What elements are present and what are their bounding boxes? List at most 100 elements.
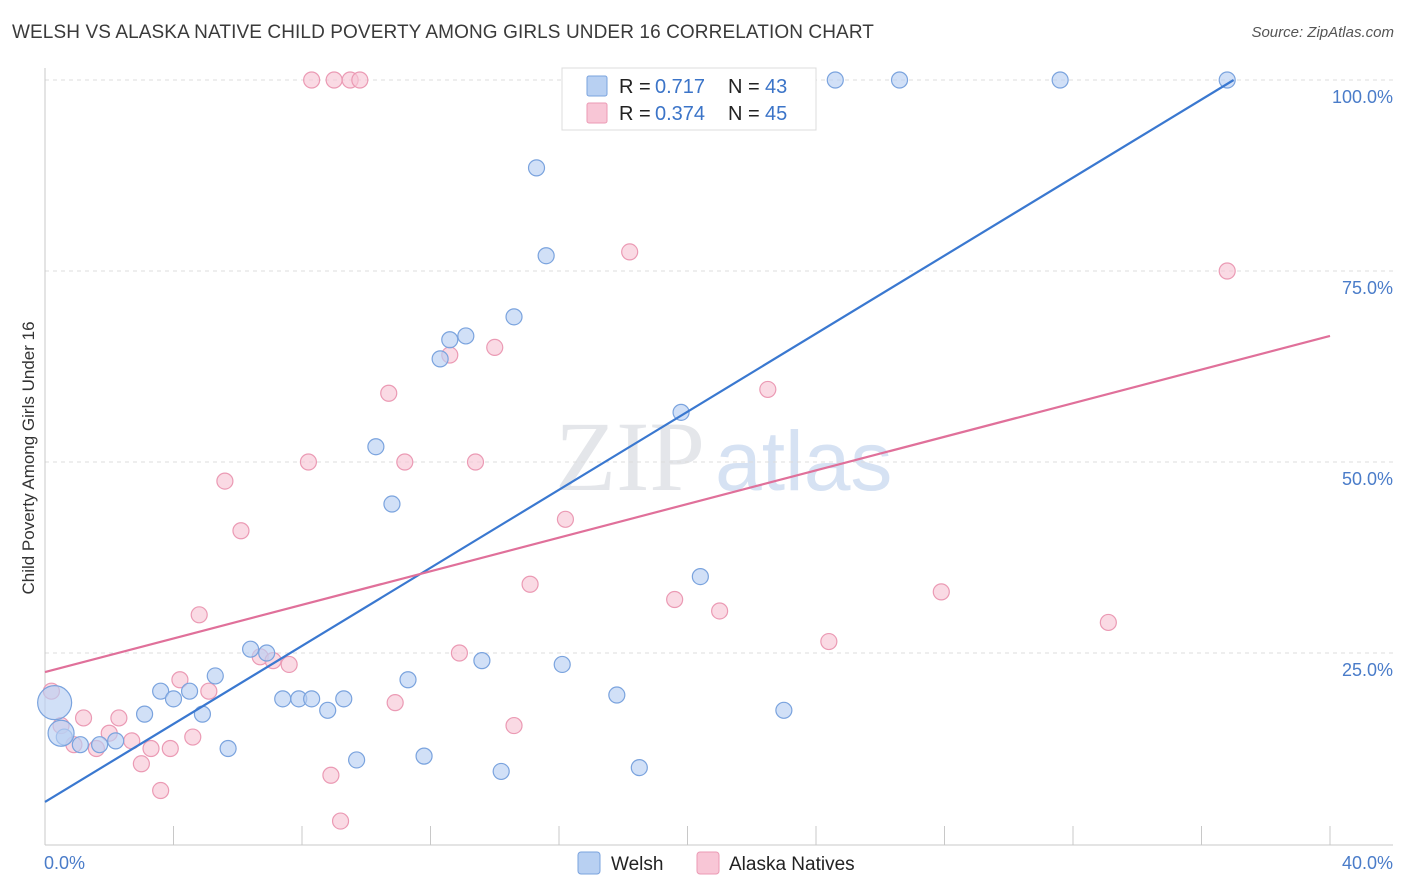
- legend-swatch-welsh: [586, 75, 608, 97]
- welsh-point-40: [1051, 71, 1069, 89]
- alaska-point-40: [711, 602, 729, 620]
- welsh-point-32: [553, 655, 571, 674]
- welsh-point-10: [206, 667, 224, 685]
- alaska-point-13: [184, 728, 202, 746]
- alaska-point-43: [932, 583, 950, 601]
- welsh-point-6: [152, 682, 170, 700]
- welsh-point-42: [47, 719, 75, 747]
- alaska-point-17: [232, 522, 250, 540]
- welsh-point-13: [258, 644, 276, 662]
- welsh-point-7: [164, 690, 183, 708]
- welsh-trend-line: [44, 79, 1235, 803]
- alaska-point-35: [505, 716, 523, 735]
- y-tick-labels: 25.0% 50.0% 75.0% 100.0%: [1332, 87, 1393, 680]
- legend-alaska-n-label: N =: [728, 103, 760, 125]
- welsh-point-8: [180, 682, 199, 700]
- welsh-point-22: [399, 671, 417, 689]
- welsh-point-0: [37, 685, 73, 721]
- welsh-point-34: [630, 758, 648, 777]
- y-tick-label-50: 50.0%: [1342, 469, 1393, 489]
- alaska-point-42: [820, 632, 838, 651]
- welsh-point-23: [415, 747, 433, 765]
- y-axis-label: Child Poverty Among Girls Under 16: [19, 321, 38, 594]
- alaska-point-34: [486, 338, 504, 356]
- welsh-point-16: [303, 690, 321, 708]
- alaska-point-27: [351, 71, 369, 89]
- welsh-point-12: [242, 640, 260, 658]
- alaska-point-29: [386, 694, 404, 712]
- welsh-point-26: [457, 327, 475, 345]
- legend-swatch-alaska: [586, 102, 608, 124]
- welsh-point-39: [890, 71, 909, 89]
- welsh-point-17: [319, 701, 337, 719]
- bottom-legend-swatch-alaska: [696, 851, 720, 875]
- alaska-point-14: [190, 606, 208, 624]
- alaska-point-20: [280, 655, 298, 674]
- welsh-point-37: [775, 701, 793, 719]
- alaska-point-32: [450, 644, 469, 662]
- alaska-point-36: [521, 575, 539, 593]
- welsh-point-19: [348, 751, 366, 769]
- bottom-legend-swatch-welsh: [577, 851, 601, 875]
- alaska-point-12: [171, 671, 189, 689]
- alaska-point-9: [142, 739, 160, 758]
- legend-welsh-n-value: 43: [765, 76, 787, 98]
- alaska-point-38: [621, 243, 639, 261]
- welsh-point-35: [672, 403, 690, 421]
- welsh-point-21: [383, 495, 401, 513]
- legend-welsh-n-label: N =: [728, 76, 760, 98]
- welsh-point-38: [826, 71, 844, 89]
- welsh-point-30: [527, 159, 546, 177]
- alaska-point-10: [152, 781, 170, 800]
- x-tick-label-max: 40.0%: [1342, 853, 1393, 873]
- legend-welsh-r-value: 0.717: [655, 76, 705, 98]
- trend-lines: [44, 79, 1331, 803]
- alaska-point-24: [325, 71, 343, 89]
- bottom-legend-alaska: Alaska Natives: [729, 854, 855, 875]
- welsh-point-25: [441, 331, 459, 349]
- welsh-point-2: [71, 736, 89, 754]
- welsh-series: [37, 71, 1236, 781]
- welsh-point-27: [473, 652, 491, 670]
- welsh-point-4: [107, 732, 125, 750]
- alaska-point-21: [299, 453, 318, 471]
- alaska-point-33: [466, 453, 485, 471]
- welsh-point-11: [219, 739, 237, 758]
- alaska-point-30: [396, 453, 414, 471]
- alaska-point-45: [1218, 262, 1236, 280]
- gridlines: [45, 79, 1393, 654]
- alaska-point-28: [380, 384, 398, 402]
- alaska-point-25: [331, 812, 350, 830]
- alaska-point-3: [74, 709, 93, 727]
- alaska-point-15: [200, 682, 218, 700]
- alaska-point-44: [1099, 613, 1117, 632]
- source-credit: Source: ZipAtlas.com: [1251, 24, 1394, 41]
- alaska-point-37: [556, 510, 575, 528]
- welsh-point-41: [1218, 71, 1236, 89]
- y-tick-label-100: 100.0%: [1332, 87, 1393, 107]
- series-legend: Welsh Alaska Natives: [577, 851, 855, 875]
- welsh-point-5: [135, 705, 154, 723]
- welsh-point-18: [335, 690, 353, 708]
- welsh-point-29: [505, 308, 523, 326]
- welsh-point-36: [691, 567, 709, 586]
- welsh-point-31: [537, 247, 555, 265]
- watermark-atlas: atlas: [715, 414, 892, 508]
- alaska-point-22: [303, 71, 321, 89]
- welsh-point-20: [367, 438, 385, 456]
- alaska-point-39: [666, 590, 684, 609]
- y-tick-label-25: 25.0%: [1342, 660, 1393, 680]
- alaska-point-8: [132, 755, 150, 773]
- x-tick-label-min: 0.0%: [44, 853, 85, 873]
- welsh-point-24: [431, 350, 449, 368]
- legend-alaska-r-value: 0.374: [655, 103, 705, 125]
- alaska-point-6: [110, 709, 128, 727]
- correlation-legend: R = 0.717 N = 43 R = 0.374 N = 45: [561, 67, 817, 131]
- legend-alaska-r-label: R =: [619, 103, 651, 125]
- chart-title: WELSH VS ALASKA NATIVE CHILD POVERTY AMO…: [12, 22, 875, 43]
- welsh-point-28: [492, 762, 510, 781]
- bottom-legend-welsh: Welsh: [611, 854, 663, 875]
- welsh-point-3: [91, 736, 109, 754]
- alaska-trend-line: [44, 334, 1331, 674]
